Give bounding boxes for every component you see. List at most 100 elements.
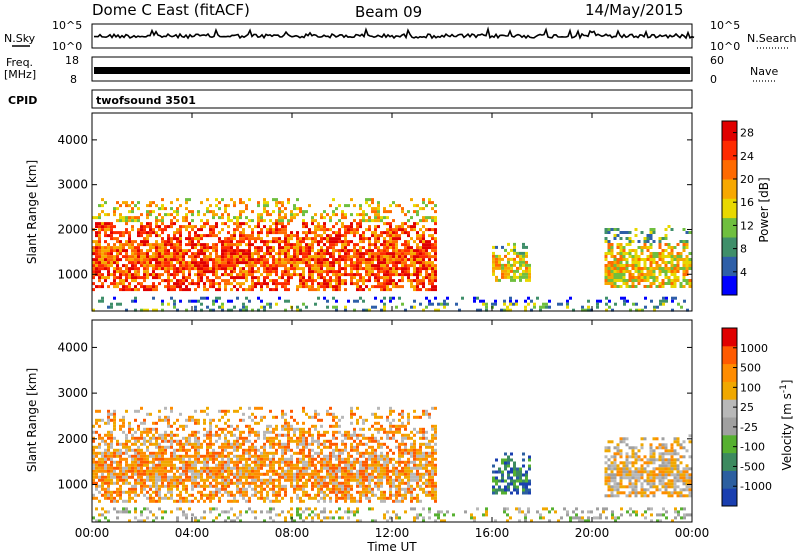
echo-cell (107, 246, 110, 250)
echo-cell (275, 499, 278, 503)
echo-cell (377, 237, 380, 241)
echo-cell (179, 279, 182, 283)
echo-cell (227, 463, 230, 467)
echo-cell (269, 457, 272, 461)
echo-cell (296, 267, 299, 271)
echo-cell (248, 252, 251, 256)
echo-cell (164, 270, 167, 274)
echo-cell (398, 475, 401, 479)
echo-cell (209, 433, 212, 437)
echo-cell (260, 264, 263, 268)
echo-cell (242, 305, 245, 309)
echo-cell (209, 228, 212, 232)
echo-cell (613, 255, 617, 258)
echo-cell (610, 228, 614, 231)
echo-cell (290, 469, 293, 473)
echo-cell (329, 270, 332, 274)
echo-cell (374, 264, 377, 268)
echo-cell (119, 282, 122, 286)
echo-cell (386, 433, 389, 437)
echo-cell (134, 493, 137, 497)
echo-cell (248, 234, 251, 238)
echo-cell (401, 273, 404, 277)
echo-cell (149, 288, 152, 292)
echo-cell (167, 279, 170, 283)
echo-cell (263, 279, 266, 283)
echo-cell (356, 264, 359, 268)
echo-cell (116, 499, 119, 503)
echo-cell (320, 466, 323, 470)
echo-cell (143, 484, 146, 488)
echo-cell (173, 252, 176, 256)
echo-cell (224, 237, 227, 241)
echo-cell (119, 273, 122, 277)
echo-cell (323, 279, 326, 283)
echo-cell (254, 285, 257, 289)
echo-cell (640, 270, 644, 273)
echo-cell (425, 305, 428, 309)
echo-cell (338, 424, 341, 428)
echo-cell (272, 493, 275, 497)
echo-cell (134, 267, 137, 271)
echo-cell (332, 305, 335, 309)
echo-cell (152, 475, 155, 479)
echo-cell (434, 243, 437, 247)
echo-cell (410, 216, 413, 220)
echo-cell (386, 481, 389, 485)
echo-cell (137, 439, 140, 443)
echo-cell (221, 469, 224, 473)
echo-cell (152, 436, 155, 440)
echo-cell (326, 463, 329, 467)
echo-cell (239, 469, 242, 473)
echo-cell (158, 460, 161, 464)
echo-cell (646, 237, 650, 240)
echo-cell (350, 499, 353, 503)
echo-cell (335, 430, 338, 434)
echo-cell (676, 243, 680, 246)
echo-cell (269, 430, 272, 434)
echo-cell (386, 288, 389, 292)
echo-cell (341, 255, 344, 259)
echo-cell (311, 276, 314, 280)
echo-cell (176, 285, 179, 289)
echo-cell (404, 460, 407, 464)
echo-cell (116, 201, 119, 205)
echo-cell (380, 496, 383, 500)
echo-cell (260, 454, 263, 458)
echo-cell (347, 469, 350, 473)
echo-cell (191, 463, 194, 467)
beam-title: Beam 09 (355, 3, 422, 21)
echo-cell (338, 240, 341, 244)
echo-cell (275, 261, 278, 265)
echo-cell (401, 302, 404, 306)
echo-cell (92, 472, 95, 476)
echo-cell (410, 285, 413, 289)
echo-cell (182, 448, 185, 452)
echo-cell (194, 252, 197, 256)
echo-cell (140, 430, 143, 434)
echo-cell (395, 484, 398, 488)
echo-cell (128, 255, 131, 259)
echo-cell (605, 302, 608, 306)
echo-cell (230, 478, 233, 482)
echo-cell (101, 463, 104, 467)
echo-cell (335, 273, 338, 277)
echo-cell (401, 412, 404, 416)
echo-cell (504, 266, 507, 270)
echo-cell (338, 463, 341, 467)
echo-cell (212, 457, 215, 461)
echo-cell (179, 264, 182, 268)
echo-cell (296, 231, 299, 235)
echo-cell (107, 255, 110, 259)
echo-cell (501, 275, 504, 279)
echo-cell (607, 279, 611, 282)
echo-cell (224, 207, 227, 211)
echo-cell (498, 254, 501, 258)
echo-cell (110, 454, 113, 458)
echo-cell (140, 466, 143, 470)
echo-cell (149, 201, 152, 205)
echo-cell (398, 267, 401, 271)
echo-cell (326, 299, 329, 303)
echo-cell (143, 421, 146, 425)
echo-cell (251, 412, 254, 416)
